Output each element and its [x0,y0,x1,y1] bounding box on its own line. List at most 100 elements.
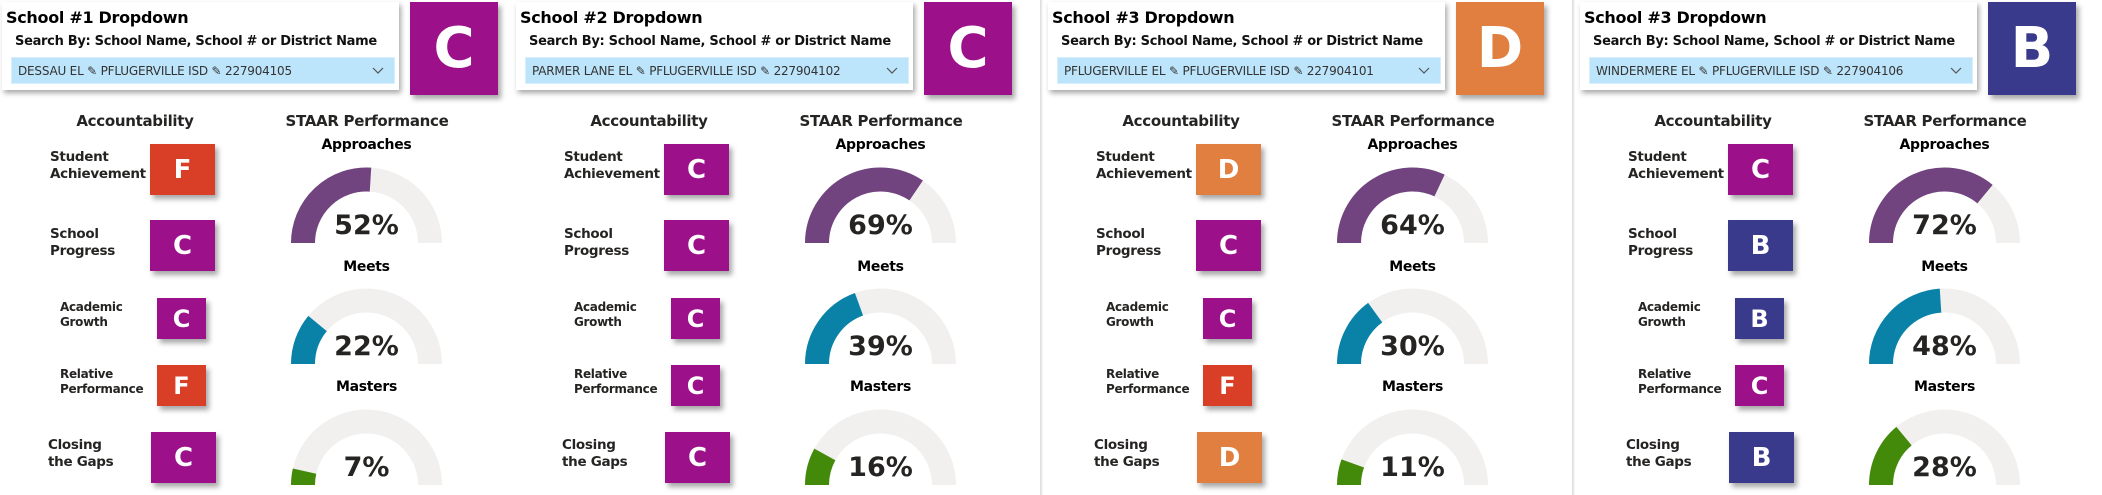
relative-performance-grade-badge: C [671,365,720,406]
school-progress-grade-badge: C [150,220,215,271]
meets-gauge-arc [805,288,956,364]
approaches-value: 52% [334,210,399,241]
school-dropdown-card: School #3 Dropdown Search By: School Nam… [1048,2,1445,90]
accountability-header: Accountability [590,112,708,130]
staar-performance-header: STAAR Performance [1331,112,1495,130]
meets-gauge: 30% [1337,287,1488,364]
dropdown-selected-value: WINDERMERE EL ✎ PFLUGERVILLE ISD ✎ 22790… [1596,64,1904,78]
approaches-gauge-arc [291,167,442,243]
approaches-label: Approaches [835,137,926,153]
masters-value: 16% [848,452,913,483]
student-achievement-label: Student Achievement [50,149,146,182]
closing-the-gaps-grade-badge: B [1729,432,1794,483]
school-select-dropdown[interactable]: PFLUGERVILLE EL ✎ PFLUGERVILLE ISD ✎ 227… [1057,57,1441,84]
relative-performance-label: Relative Performance [60,367,144,396]
meets-gauge: 48% [1869,287,2020,364]
meets-value: 48% [1912,331,1977,362]
meets-gauge: 22% [291,287,442,364]
student-achievement-label: Student Achievement [1628,149,1724,182]
meets-label: Meets [857,259,904,275]
academic-growth-grade-badge: B [1735,298,1784,339]
student-achievement-label: Student Achievement [564,149,660,182]
school-progress-label: School Progress [1628,226,1693,259]
meets-label: Meets [1389,259,1436,275]
chevron-down-icon[interactable] [370,62,386,78]
accountability-header: Accountability [1122,112,1240,130]
school-progress-label: School Progress [1096,226,1161,259]
approaches-value: 64% [1380,210,1445,241]
masters-gauge: 16% [805,408,956,485]
masters-label: Masters [849,379,912,395]
school-dropdown-card: School #2 Dropdown Search By: School Nam… [516,2,913,90]
meets-value: 30% [1380,331,1445,362]
chevron-down-icon[interactable] [1948,62,1964,78]
meets-gauge-arc [1869,288,2020,364]
school-panel-2: School #2 Dropdown Search By: School Nam… [514,0,1040,495]
school-progress-label: School Progress [50,226,115,259]
student-achievement-grade-badge: D [1196,144,1261,195]
masters-gauge: 7% [291,408,442,485]
relative-performance-label: Relative Performance [1106,367,1190,396]
meets-value: 39% [848,331,913,362]
approaches-value: 69% [848,210,913,241]
staar-performance-header: STAAR Performance [285,112,449,130]
dropdown-title: School #3 Dropdown [1584,8,1767,27]
school-select-dropdown[interactable]: WINDERMERE EL ✎ PFLUGERVILLE ISD ✎ 22790… [1589,57,1973,84]
school-panel-1: School #1 Dropdown Search By: School Nam… [0,0,526,495]
search-hint: Search By: School Name, School # or Dist… [529,34,891,49]
chevron-down-icon[interactable] [884,62,900,78]
closing-the-gaps-grade-badge: D [1197,432,1262,483]
approaches-gauge: 52% [291,166,442,243]
relative-performance-label: Relative Performance [1638,367,1722,396]
relative-performance-grade-badge: F [1203,365,1252,406]
school-progress-grade-badge: C [1196,220,1261,271]
academic-growth-label: Academic Growth [60,300,123,329]
school-select-dropdown[interactable]: DESSAU EL ✎ PFLUGERVILLE ISD ✎ 227904105 [11,57,395,84]
approaches-gauge-arc [1337,167,1488,243]
overall-grade-badge: B [1988,2,2076,95]
closing-the-gaps-grade-badge: C [151,432,216,483]
approaches-label: Approaches [1899,137,1990,153]
masters-label: Masters [1381,379,1444,395]
chevron-down-icon[interactable] [1416,62,1432,78]
masters-gauge-arc [291,409,442,485]
panel-divider [1038,0,1043,495]
school-progress-label: School Progress [564,226,629,259]
panel-divider [1570,0,1575,495]
approaches-gauge: 64% [1337,166,1488,243]
closing-the-gaps-label: Closing the Gaps [562,437,628,470]
school-dropdown-card: School #1 Dropdown Search By: School Nam… [2,2,399,90]
masters-gauge-arc [1337,409,1488,485]
approaches-gauge: 69% [805,166,956,243]
closing-the-gaps-label: Closing the Gaps [1626,437,1692,470]
meets-gauge: 39% [805,287,956,364]
accountability-header: Accountability [1654,112,1772,130]
academic-growth-label: Academic Growth [1106,300,1169,329]
approaches-gauge-arc [805,167,956,243]
meets-value: 22% [334,331,399,362]
staar-performance-header: STAAR Performance [799,112,963,130]
academic-growth-grade-badge: C [1203,298,1252,339]
student-achievement-grade-badge: F [150,144,215,195]
masters-gauge: 11% [1337,408,1488,485]
meets-label: Meets [1921,259,1968,275]
school-progress-grade-badge: C [664,220,729,271]
masters-value: 11% [1380,452,1445,483]
masters-label: Masters [1913,379,1976,395]
meets-label: Meets [343,259,390,275]
school-panel-3: School #3 Dropdown Search By: School Nam… [1046,0,1572,495]
approaches-label: Approaches [321,137,412,153]
relative-performance-label: Relative Performance [574,367,658,396]
school-select-dropdown[interactable]: PARMER LANE EL ✎ PFLUGERVILLE ISD ✎ 2279… [525,57,909,84]
dropdown-title: School #3 Dropdown [1052,8,1235,27]
masters-gauge-arc [1869,409,2020,485]
overall-grade-badge: D [1456,2,1544,95]
overall-grade-badge: C [410,2,498,95]
search-hint: Search By: School Name, School # or Dist… [1593,34,1955,49]
academic-growth-label: Academic Growth [574,300,637,329]
school-progress-grade-badge: B [1728,220,1793,271]
search-hint: Search By: School Name, School # or Dist… [1061,34,1423,49]
dropdown-title: School #1 Dropdown [6,8,189,27]
student-achievement-grade-badge: C [664,144,729,195]
dropdown-selected-value: PFLUGERVILLE EL ✎ PFLUGERVILLE ISD ✎ 227… [1064,64,1374,78]
